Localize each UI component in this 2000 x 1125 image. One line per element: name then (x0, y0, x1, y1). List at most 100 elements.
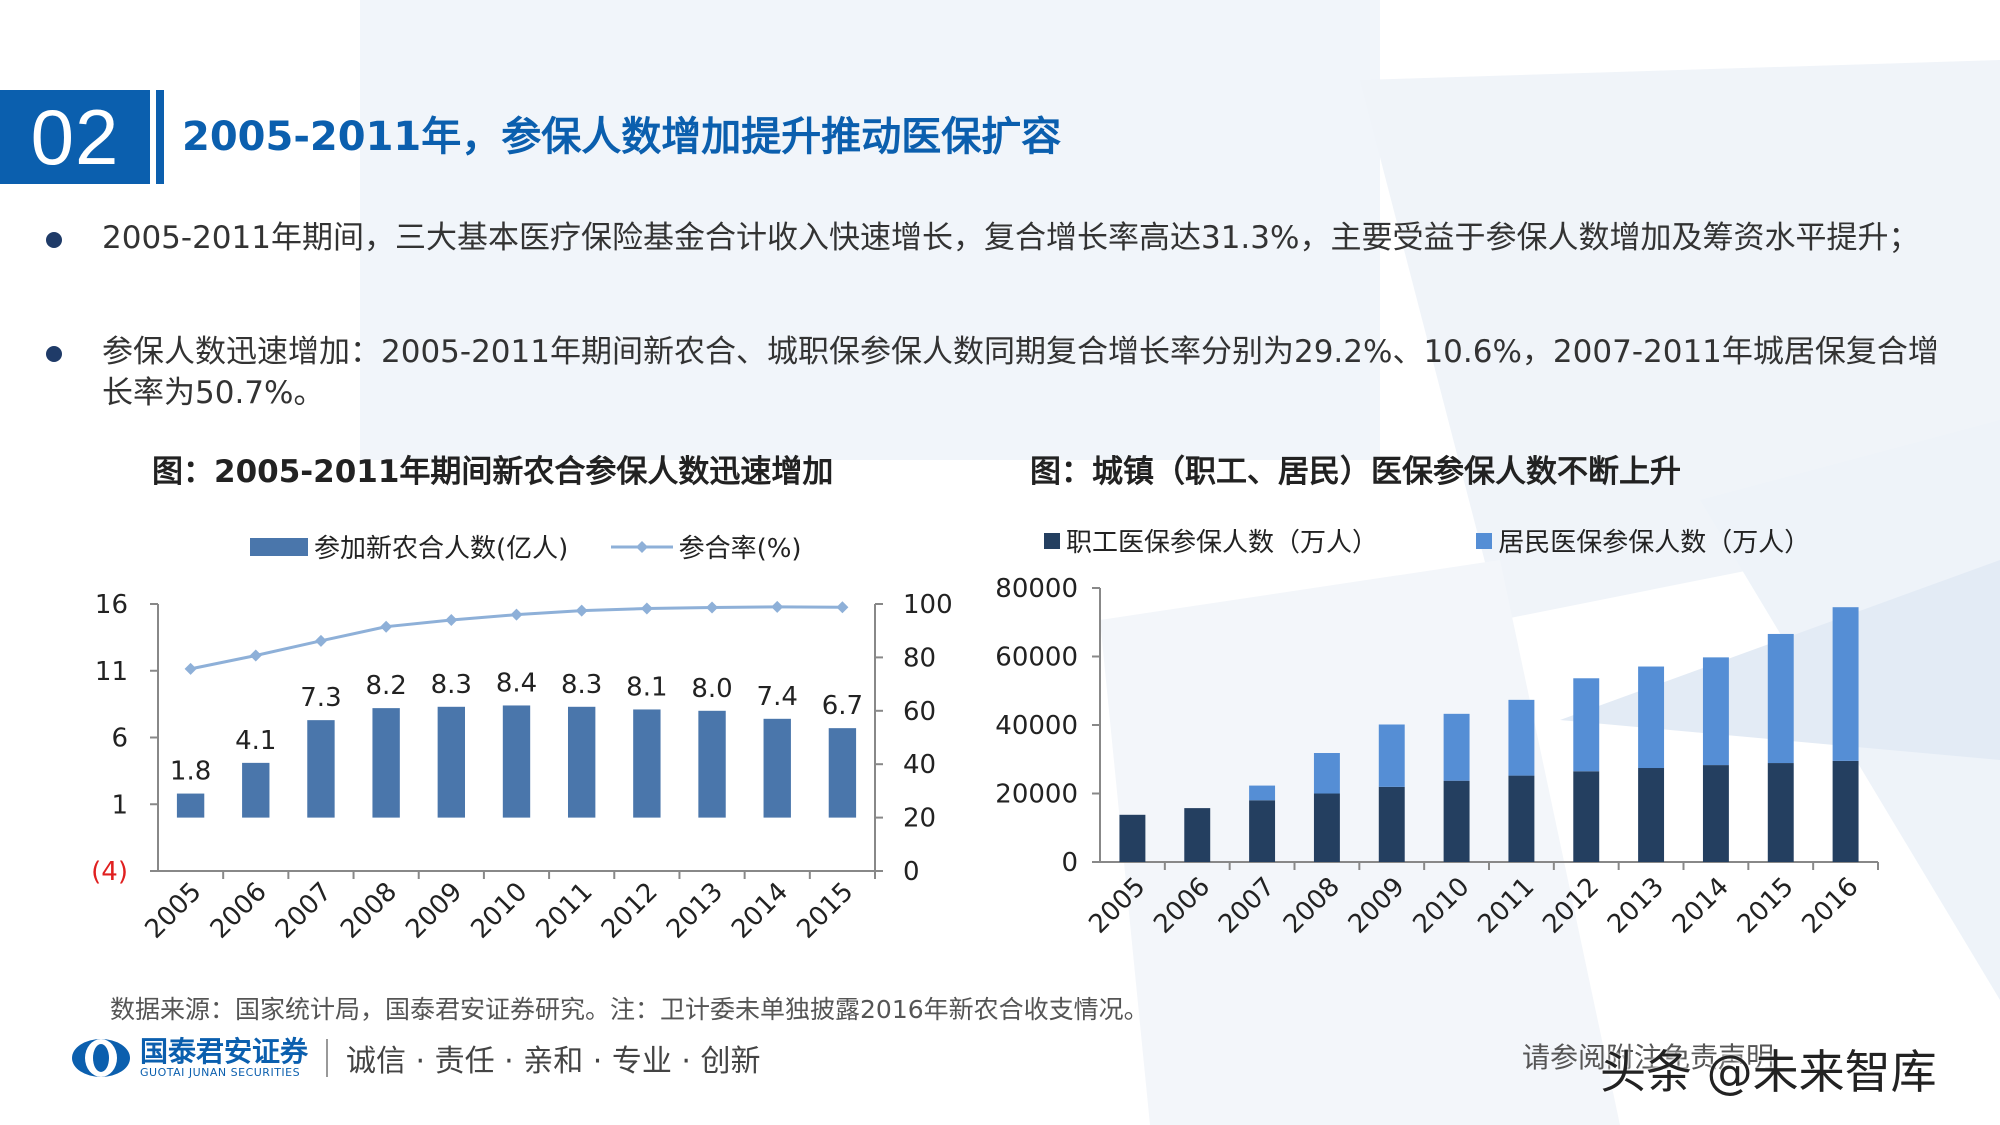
chart1-right-tick-label: 60 (903, 697, 936, 727)
chart2-y-tick-label: 20000 (995, 780, 1078, 810)
chart2-bar-resident (1378, 724, 1405, 787)
chart1-right-tick-label: 0 (903, 857, 920, 887)
legend-item-resident: 居民医保参保人数（万人） (1476, 522, 1810, 559)
chart1-bar-label: 8.2 (365, 671, 406, 701)
chart1-right-tick-label: 20 (903, 804, 936, 834)
chart1-left-tick-label: 16 (95, 590, 128, 620)
chart1-rate-point (184, 662, 197, 675)
chart1-rate-point (249, 649, 262, 662)
chart1-rate-point (380, 620, 393, 633)
section-divider (156, 90, 164, 184)
chart2-bar-resident (1313, 753, 1340, 794)
chart1-bar (828, 728, 857, 818)
chart1-rate-point (836, 601, 849, 614)
chart1-bar-label: 8.4 (496, 668, 537, 698)
footer-brand: 国泰君安证券 GUOTAI JUNAN SECURITIES 诚信 · 责任 ·… (70, 1035, 760, 1081)
chart2-x-tick-label: 2015 (1732, 872, 1800, 940)
company-logo-icon (72, 1039, 130, 1077)
footer-divider (326, 1039, 329, 1077)
chart1-bar-label: 6.7 (822, 691, 863, 721)
chart2-bar-employee (1702, 765, 1729, 862)
chart1-bar (372, 708, 400, 818)
chart2-bar-resident (1832, 607, 1859, 761)
chart1-bar-label: 8.3 (431, 670, 472, 700)
company-slogan: 诚信 · 责任 · 亲和 · 专业 · 创新 (346, 1044, 761, 1079)
chart1-right-tick-label: 80 (903, 643, 936, 673)
chart1-bar-label: 7.3 (300, 683, 341, 713)
chart1-bar (567, 706, 596, 818)
chart2-y-tick-label: 80000 (995, 574, 1078, 604)
legend-square-swatch (1044, 532, 1060, 549)
watermark: 头条 @未来智库 (1600, 1045, 1937, 1099)
chart2-x-tick-label: 2012 (1537, 872, 1605, 940)
legend-square-swatch (1476, 532, 1493, 549)
chart2-bar-employee (1443, 780, 1470, 862)
chart1-bar-label: 4.1 (235, 726, 276, 756)
chart1-right-tick-label: 100 (903, 590, 953, 620)
chart2-x-tick-label: 2005 (1083, 872, 1151, 940)
chart1-rate-point (771, 600, 784, 613)
bullet-dot-icon (46, 232, 62, 248)
chart2-x-tick-label: 2008 (1278, 872, 1346, 940)
chart2-bar-resident (1249, 785, 1276, 801)
chart1-rate-point (640, 602, 653, 615)
chart2-bar-employee (1119, 814, 1146, 862)
legend-label: 参加新农合人数(亿人) (314, 534, 569, 564)
legend-item-line: 参合率(%) (610, 528, 802, 565)
chart2-bar-employee (1508, 775, 1535, 862)
chart2-bar-resident (1638, 666, 1665, 769)
legend-bar-swatch (250, 537, 308, 556)
chart2-bar-resident (1573, 678, 1600, 772)
bullet-dot-icon (46, 346, 62, 362)
chart1-rate-point (575, 604, 588, 617)
chart2-y-tick-label: 40000 (995, 711, 1078, 741)
legend-label: 居民医保参保人数（万人） (1498, 528, 1811, 558)
chart1-left-tick-label: 1 (111, 790, 128, 820)
chart1-bar-label: 8.1 (626, 672, 667, 702)
bullet-text: 参保人数迅速增加：2005-2011年期间新农合、城职保参保人数同期复合增长率分… (102, 334, 1939, 411)
chart1-left-tick-label: 11 (95, 657, 128, 687)
section-number: 02 (0, 90, 150, 184)
chart2-bar-resident (1702, 657, 1729, 766)
source-note: 数据来源：国家统计局，国泰君安证券研究。注：卫计委未单独披露2016年新农合收支… (110, 995, 1149, 1024)
chart1-bar-label: 8.3 (561, 670, 602, 700)
legend-label: 参合率(%) (678, 534, 802, 564)
chart1-bar (176, 793, 205, 818)
chart2-x-tick-label: 2009 (1343, 872, 1411, 940)
chart2-x-tick-label: 2007 (1213, 872, 1281, 940)
chart2-x-tick-label: 2016 (1797, 872, 1865, 940)
chart2-bar-employee (1573, 771, 1600, 862)
chart2-bar-resident (1767, 633, 1794, 764)
chart2-y-tick-label: 60000 (995, 643, 1078, 673)
chart1-left-tick-label: (4) (91, 857, 128, 887)
chart1-right-tick-label: 40 (903, 750, 936, 780)
chart1-bar (437, 706, 466, 818)
chart2-bar-resident (1508, 699, 1535, 776)
chart1-bar (763, 718, 791, 818)
chart2-x-tick-label: 2014 (1667, 872, 1735, 940)
chart2-legend: 职工医保参保人数（万人） 居民医保参保人数（万人） (1044, 522, 1844, 559)
chart2-bar-employee (1184, 808, 1211, 862)
legend-label: 职工医保参保人数（万人） (1066, 528, 1379, 558)
chart1-bar (307, 720, 335, 818)
chart1-bar-label: 8.0 (691, 674, 732, 704)
page-title: 2005-2011年，参保人数增加提升推动医保扩容 (182, 114, 1062, 160)
chart2-bar-employee (1767, 763, 1794, 862)
chart2-x-tick-label: 2011 (1472, 872, 1540, 940)
chart1-rate-point (510, 608, 523, 621)
chart1-bar-label: 7.4 (757, 682, 798, 712)
legend-line-swatch (610, 540, 673, 553)
chart2-bar-employee (1313, 793, 1340, 862)
chart2-x-tick-label: 2010 (1408, 872, 1476, 940)
chart2-x-tick-label: 2013 (1602, 872, 1670, 940)
chart1-bar-label: 1.8 (170, 757, 211, 787)
chart1-bar (633, 709, 661, 818)
chart2-bar-employee (1249, 800, 1276, 862)
chart1-legend: 参加新农合人数(亿人) 参合率(%) (250, 528, 836, 565)
chart1-rate-point (706, 601, 719, 614)
chart2-bar-employee (1378, 786, 1405, 862)
legend-item-employee: 职工医保参保人数（万人） (1044, 522, 1378, 559)
chart1-bar (502, 705, 531, 818)
chart2-bar-employee (1832, 760, 1859, 862)
